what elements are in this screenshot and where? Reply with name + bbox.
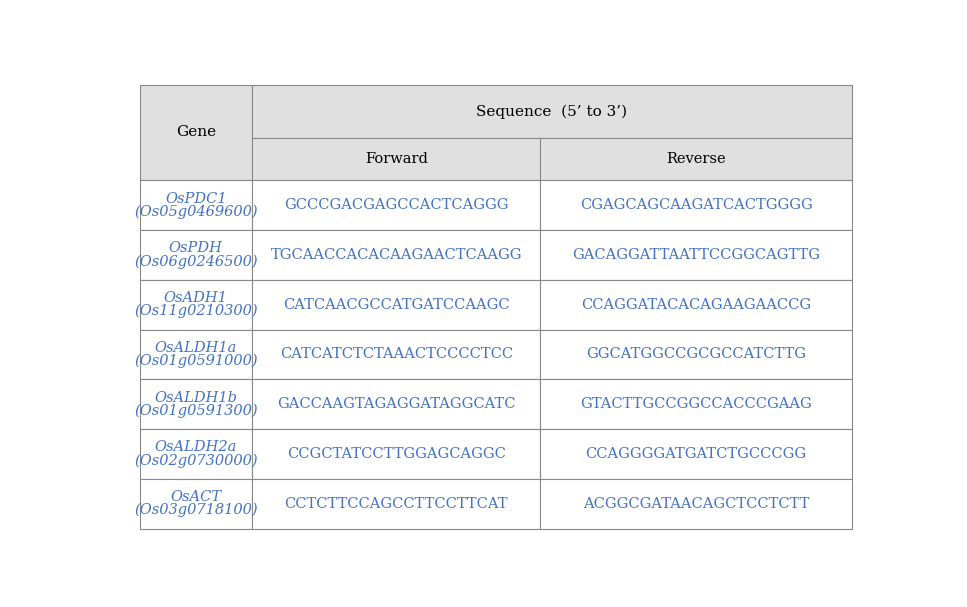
Bar: [252, 280, 541, 330]
Text: (Os11g0210300): (Os11g0210300): [134, 304, 257, 318]
Text: CCAGGGGATGATCTGCCCGG: CCAGGGGATGATCTGCCCGG: [585, 447, 806, 461]
Text: OsADH1: OsADH1: [164, 291, 228, 305]
Bar: [541, 379, 852, 429]
Bar: [139, 379, 252, 429]
Bar: [252, 84, 852, 138]
Bar: [541, 280, 852, 330]
Text: TGCAACCACACAAGAACTCAAGG: TGCAACCACACAAGAACTCAAGG: [271, 248, 522, 262]
Text: GCCCGACGAGCCACTCAGGG: GCCCGACGAGCCACTCAGGG: [284, 198, 509, 212]
Bar: [252, 138, 541, 180]
Text: ACGGCGATAACAGCTCCTCTT: ACGGCGATAACAGCTCCTCTT: [583, 497, 809, 510]
Bar: [541, 138, 852, 180]
Text: CCAGGATACACAGAAGAACCG: CCAGGATACACAGAAGAACCG: [581, 297, 811, 312]
Text: OsACT: OsACT: [170, 490, 221, 504]
Text: (Os01g0591000): (Os01g0591000): [134, 354, 257, 368]
Bar: [252, 330, 541, 379]
Text: OsALDH1b: OsALDH1b: [155, 391, 237, 405]
Text: CGAGCAGCAAGATCACTGGGG: CGAGCAGCAAGATCACTGGGG: [579, 198, 812, 212]
Text: OsALDH1a: OsALDH1a: [155, 341, 237, 355]
Bar: [541, 330, 852, 379]
Text: Sequence  (5’ to 3’): Sequence (5’ to 3’): [477, 104, 628, 118]
Bar: [139, 180, 252, 230]
Bar: [252, 379, 541, 429]
Text: OsALDH2a: OsALDH2a: [155, 441, 237, 455]
Text: OsPDC1: OsPDC1: [165, 192, 226, 206]
Bar: [252, 479, 541, 529]
Text: GTACTTGCCGGCCACCCGAAG: GTACTTGCCGGCCACCCGAAG: [580, 397, 812, 411]
Text: CCTCTTCCAGCCTTCCTTCAT: CCTCTTCCAGCCTTCCTTCAT: [284, 497, 508, 510]
Text: Forward: Forward: [365, 152, 427, 166]
Bar: [252, 180, 541, 230]
Text: (Os02g0730000): (Os02g0730000): [134, 453, 257, 467]
Bar: [541, 429, 852, 479]
Text: GACAGGATTAATTCCGGCAGTTG: GACAGGATTAATTCCGGCAGTTG: [572, 248, 820, 262]
Text: CATCAACGCCATGATCCAAGC: CATCAACGCCATGATCCAAGC: [283, 297, 510, 312]
Bar: [139, 429, 252, 479]
Text: (Os03g0718100): (Os03g0718100): [134, 503, 257, 517]
Text: Gene: Gene: [176, 126, 216, 140]
Bar: [252, 429, 541, 479]
Text: (Os06g0246500): (Os06g0246500): [134, 254, 257, 269]
Text: GGCATGGCCGCGCCATCTTG: GGCATGGCCGCGCCATCTTG: [586, 347, 806, 361]
Bar: [541, 180, 852, 230]
Text: OsPDH: OsPDH: [169, 242, 222, 256]
Text: CATCATCTCTAAACTCCCCTCC: CATCATCTCTAAACTCCCCTCC: [279, 347, 513, 361]
Bar: [541, 479, 852, 529]
Bar: [139, 230, 252, 280]
Bar: [139, 280, 252, 330]
Bar: [541, 230, 852, 280]
Bar: [139, 84, 252, 180]
Bar: [139, 330, 252, 379]
Text: CCGCTATCCTTGGAGCAGGC: CCGCTATCCTTGGAGCAGGC: [287, 447, 506, 461]
Text: Reverse: Reverse: [666, 152, 726, 166]
Text: GACCAAGTAGAGGATAGGCATC: GACCAAGTAGAGGATAGGCATC: [277, 397, 515, 411]
Bar: [252, 230, 541, 280]
Bar: [139, 479, 252, 529]
Text: (Os05g0469600): (Os05g0469600): [134, 205, 257, 219]
Text: (Os01g0591300): (Os01g0591300): [134, 404, 257, 418]
